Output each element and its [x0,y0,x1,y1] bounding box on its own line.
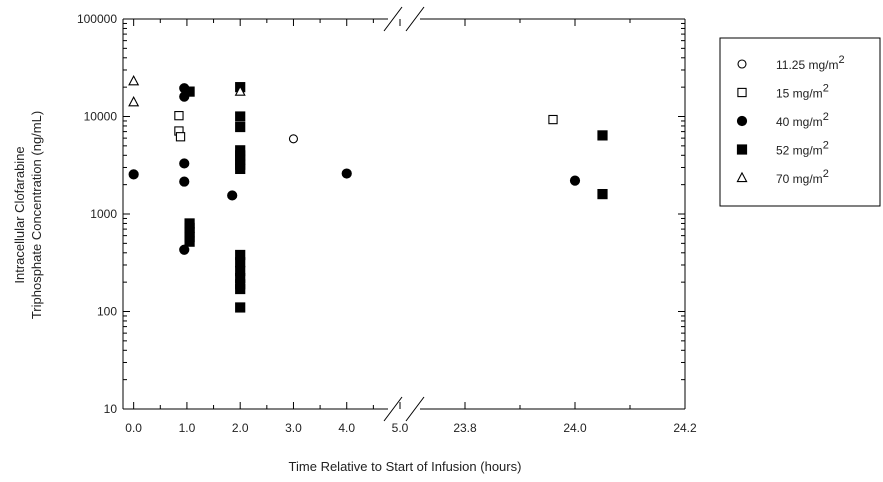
data-point-filled-square [235,302,246,313]
legend-entry-label: 40 mg/m2 [776,111,829,129]
y-tick-label: 10000 [84,110,118,124]
data-point-filled-square [235,163,246,175]
legend-marker-open-circle [737,59,747,69]
x-axis: 0.0 1.0 2.0 3.0 4.0 5.0 23.8 24.0 24.2 [125,19,697,435]
x-tick-label: 24.0 [563,421,587,435]
x-tick-label: 5.0 [392,421,409,435]
y-tick-label: 100000 [77,12,117,26]
data-point-filled-square [184,236,195,247]
x-tick-label: 2.0 [232,421,249,435]
x-axis-label: Time Relative to Start of Infusion (hour… [289,459,522,474]
data-point-open-triangle [234,85,246,96]
data-point-open-square [548,114,558,125]
y-axis: 10 100 1000 10000 100000 [77,12,685,416]
x-tick-label: 24.2 [673,421,697,435]
data-point-filled-circle [128,169,139,180]
legend-marker-filled-circle [736,115,748,127]
data-point-filled-square [235,121,246,133]
data-point-open-square [175,132,186,142]
legend-entry-label: 11.25 mg/m2 [776,54,845,72]
legend-entry-label: 70 mg/m2 [776,168,829,186]
data-point-open-circle [288,134,299,144]
data-point-filled-circle [569,175,581,186]
data-point-filled-square [235,257,246,268]
y-tick-label: 1000 [90,207,117,221]
y-tick-label: 10 [104,402,118,416]
legend-marker-open-triangle [736,171,748,183]
legend-marker-open-square [737,87,747,98]
data-point-filled-circle [227,190,238,201]
data-point-filled-square [235,111,246,122]
y-axis-label-line-1: Intracellular Clofarabine [12,146,27,283]
x-tick-label: 3.0 [285,421,302,435]
data-point-filled-square [235,283,246,295]
plot-frame [122,18,686,410]
data-point-filled-circle [179,158,190,169]
legend-entry-label: 15 mg/m2 [776,83,829,101]
data-point-filled-square [597,130,608,141]
x-tick-label: 4.0 [338,421,355,435]
legend-marker-filled-square [736,144,748,155]
data-point-filled-square [597,188,608,200]
x-tick-label: 0.0 [125,421,142,435]
x-tick-label: 1.0 [179,421,196,435]
legend-entry-label: 52 mg/m2 [776,140,829,158]
data-point-open-square [174,111,184,121]
break-slash-top-2 [405,6,425,32]
data-point-filled-circle [179,244,190,255]
data-point-filled-square [184,86,195,97]
data-point-filled-circle [341,168,352,179]
data-point-filled-circle [179,176,190,187]
legend: 11.25 mg/m2 15 mg/m2 40 mg/m2 52 mg/m2 70 mg… [719,37,881,207]
y-axis-label-line-2: Triphosphate Concentration (ng/mL) [29,111,44,319]
data-point-open-triangle [128,95,140,107]
x-tick-label: 23.8 [453,421,477,435]
y-tick-label: 100 [97,305,117,319]
break-slash-bottom-1 [383,396,403,422]
axis-break-marks [383,6,425,422]
data-points [128,74,608,313]
break-slash-bottom-2 [405,396,425,422]
break-slash-top-1 [383,6,403,32]
data-point-open-triangle [128,74,140,86]
